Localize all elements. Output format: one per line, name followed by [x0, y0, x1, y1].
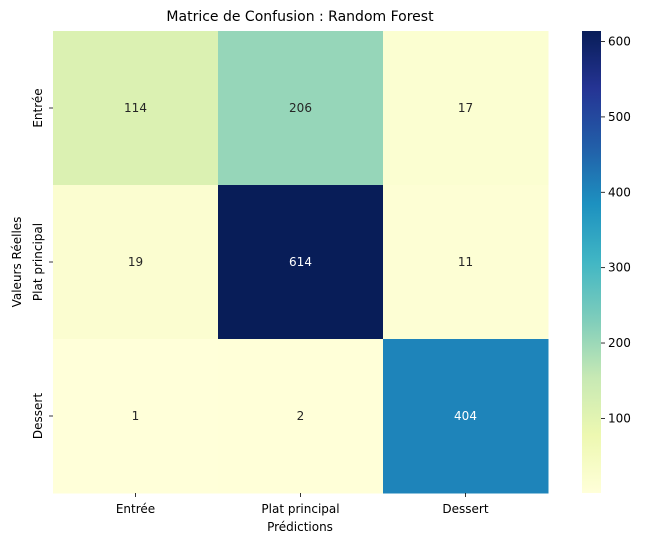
x-tick-label: Plat principal [261, 502, 339, 516]
heatmap-cell [383, 339, 549, 494]
cell-value-label: 1 [132, 409, 140, 423]
cell-value-label: 19 [128, 255, 143, 269]
heatmap-cell [218, 31, 384, 186]
heatmap-cell [383, 185, 549, 340]
y-tick-label: Plat principal [31, 223, 45, 301]
x-axis-ticks: Entrée Plat principal Dessert [116, 493, 489, 516]
cell-value-label: 404 [454, 409, 477, 423]
heatmap-cell [218, 339, 384, 494]
y-tick-label: Entrée [31, 88, 45, 127]
heatmap-cell [53, 31, 219, 186]
cell-value-label: 17 [458, 101, 473, 115]
y-axis-label: Valeurs Réelles [10, 217, 24, 308]
cell-value-label: 11 [458, 255, 473, 269]
x-tick-label: Dessert [442, 502, 488, 516]
heatmap-cell [53, 185, 219, 340]
heatmap-cell [218, 185, 384, 340]
colorbar-gradient [582, 31, 601, 493]
colorbar-tick-label: 300 [608, 261, 631, 275]
colorbar-tick-label: 500 [608, 110, 631, 124]
cell-value-label: 2 [297, 409, 305, 423]
colorbar-tick-label: 400 [608, 185, 631, 199]
cell-value-label: 206 [289, 101, 312, 115]
colorbar-tick-label: 200 [608, 336, 631, 350]
x-tick-label: Entrée [116, 502, 155, 516]
heatmap-cell [53, 339, 219, 494]
cell-value-label: 614 [289, 255, 312, 269]
colorbar-tick-label: 600 [608, 35, 631, 49]
y-axis-ticks: Entrée Plat principal Dessert [31, 88, 53, 439]
cell-value-label: 114 [124, 101, 147, 115]
colorbar: 100 200 300 400 500 600 [582, 31, 631, 493]
y-tick-label: Dessert [31, 393, 45, 439]
heatmap-cells [53, 31, 549, 494]
colorbar-tick-label: 100 [608, 411, 631, 425]
heatmap-cell [383, 31, 549, 186]
chart-title: Matrice de Confusion : Random Forest [166, 9, 434, 25]
x-axis-label: Prédictions [267, 520, 333, 534]
